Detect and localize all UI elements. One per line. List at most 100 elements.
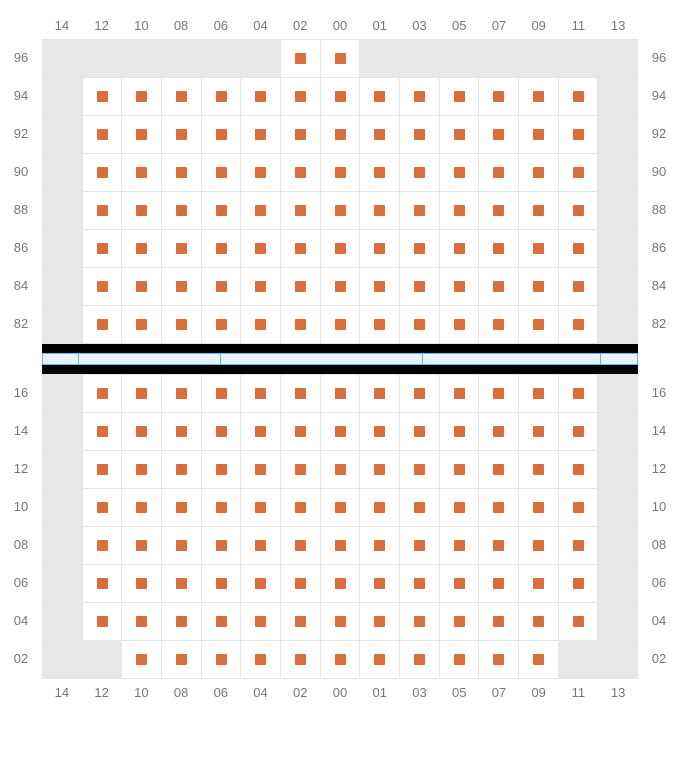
- seat-available[interactable]: [281, 413, 321, 451]
- seat-available[interactable]: [281, 451, 321, 489]
- seat-available[interactable]: [440, 603, 480, 641]
- seat-available[interactable]: [241, 192, 281, 230]
- seat-available[interactable]: [519, 78, 559, 116]
- seat-available[interactable]: [479, 527, 519, 565]
- seat-available[interactable]: [440, 116, 480, 154]
- seat-available[interactable]: [202, 306, 242, 344]
- seat-available[interactable]: [400, 603, 440, 641]
- seat-available[interactable]: [281, 641, 321, 679]
- seat-available[interactable]: [559, 192, 599, 230]
- seat-available[interactable]: [321, 230, 361, 268]
- seat-available[interactable]: [360, 603, 400, 641]
- seat-available[interactable]: [122, 375, 162, 413]
- seat-available[interactable]: [241, 375, 281, 413]
- seat-available[interactable]: [321, 375, 361, 413]
- seat-available[interactable]: [162, 192, 202, 230]
- seat-available[interactable]: [321, 154, 361, 192]
- seat-available[interactable]: [83, 78, 123, 116]
- seat-available[interactable]: [83, 527, 123, 565]
- seat-available[interactable]: [281, 40, 321, 78]
- seat-available[interactable]: [202, 527, 242, 565]
- seat-available[interactable]: [440, 154, 480, 192]
- seat-available[interactable]: [559, 230, 599, 268]
- seat-available[interactable]: [162, 268, 202, 306]
- seat-available[interactable]: [241, 641, 281, 679]
- seat-available[interactable]: [122, 230, 162, 268]
- seat-available[interactable]: [400, 192, 440, 230]
- seat-available[interactable]: [321, 565, 361, 603]
- seat-available[interactable]: [83, 603, 123, 641]
- seat-available[interactable]: [440, 78, 480, 116]
- seat-available[interactable]: [162, 306, 202, 344]
- seat-available[interactable]: [400, 527, 440, 565]
- seat-available[interactable]: [83, 154, 123, 192]
- seat-available[interactable]: [281, 603, 321, 641]
- seat-available[interactable]: [559, 268, 599, 306]
- seat-available[interactable]: [122, 565, 162, 603]
- seat-available[interactable]: [202, 116, 242, 154]
- seat-available[interactable]: [202, 489, 242, 527]
- seat-available[interactable]: [400, 306, 440, 344]
- seat-available[interactable]: [440, 489, 480, 527]
- seat-available[interactable]: [83, 489, 123, 527]
- seat-available[interactable]: [122, 489, 162, 527]
- seat-available[interactable]: [440, 527, 480, 565]
- seat-available[interactable]: [360, 413, 400, 451]
- seat-available[interactable]: [83, 116, 123, 154]
- seat-available[interactable]: [479, 154, 519, 192]
- seat-available[interactable]: [122, 192, 162, 230]
- seat-available[interactable]: [241, 565, 281, 603]
- seat-available[interactable]: [281, 230, 321, 268]
- seat-available[interactable]: [162, 641, 202, 679]
- seat-available[interactable]: [440, 306, 480, 344]
- seat-available[interactable]: [440, 641, 480, 679]
- seat-available[interactable]: [479, 375, 519, 413]
- seat-available[interactable]: [440, 192, 480, 230]
- seat-available[interactable]: [241, 268, 281, 306]
- seat-available[interactable]: [360, 451, 400, 489]
- seat-available[interactable]: [519, 306, 559, 344]
- seat-available[interactable]: [360, 641, 400, 679]
- seat-available[interactable]: [162, 603, 202, 641]
- seat-available[interactable]: [162, 451, 202, 489]
- seat-available[interactable]: [321, 40, 361, 78]
- seat-available[interactable]: [360, 375, 400, 413]
- seat-available[interactable]: [559, 603, 599, 641]
- seat-available[interactable]: [162, 413, 202, 451]
- seat-available[interactable]: [241, 603, 281, 641]
- seat-available[interactable]: [162, 230, 202, 268]
- seat-available[interactable]: [400, 565, 440, 603]
- seat-available[interactable]: [83, 565, 123, 603]
- seat-available[interactable]: [321, 603, 361, 641]
- seat-available[interactable]: [321, 306, 361, 344]
- seat-available[interactable]: [122, 413, 162, 451]
- seat-available[interactable]: [440, 565, 480, 603]
- seat-available[interactable]: [83, 375, 123, 413]
- seat-available[interactable]: [440, 375, 480, 413]
- seat-available[interactable]: [519, 451, 559, 489]
- seat-available[interactable]: [440, 413, 480, 451]
- seat-available[interactable]: [400, 268, 440, 306]
- seat-available[interactable]: [479, 489, 519, 527]
- seat-available[interactable]: [559, 375, 599, 413]
- seat-available[interactable]: [440, 268, 480, 306]
- seat-available[interactable]: [241, 154, 281, 192]
- seat-available[interactable]: [519, 154, 559, 192]
- seat-available[interactable]: [83, 192, 123, 230]
- seat-available[interactable]: [479, 192, 519, 230]
- seat-available[interactable]: [241, 230, 281, 268]
- seat-available[interactable]: [400, 154, 440, 192]
- seat-available[interactable]: [202, 268, 242, 306]
- seat-available[interactable]: [83, 230, 123, 268]
- seat-available[interactable]: [559, 116, 599, 154]
- seat-available[interactable]: [122, 154, 162, 192]
- seat-available[interactable]: [241, 527, 281, 565]
- seat-available[interactable]: [400, 116, 440, 154]
- seat-available[interactable]: [281, 565, 321, 603]
- seat-available[interactable]: [321, 451, 361, 489]
- seat-available[interactable]: [281, 78, 321, 116]
- seat-available[interactable]: [400, 413, 440, 451]
- seat-available[interactable]: [83, 451, 123, 489]
- seat-available[interactable]: [241, 413, 281, 451]
- seat-available[interactable]: [202, 641, 242, 679]
